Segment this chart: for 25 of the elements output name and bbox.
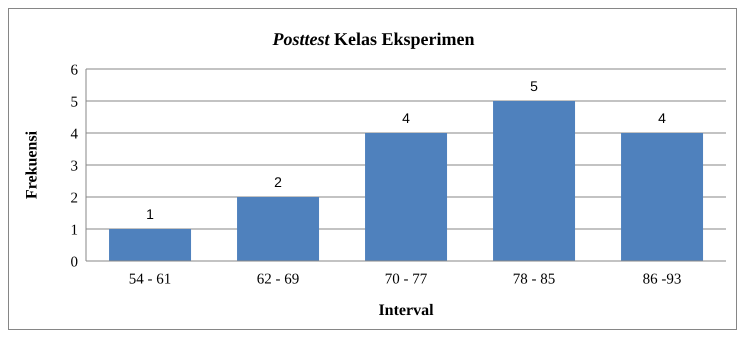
chart-title: Posttest Kelas Eksperimen (271, 29, 476, 50)
x-axis-title: Interval (378, 302, 434, 319)
y-tick-label: 2 (70, 190, 78, 206)
y-tick-label: 6 (70, 62, 78, 78)
bar (493, 101, 576, 261)
data-label: 2 (274, 174, 282, 190)
bar (621, 133, 704, 261)
y-tick-label: 1 (70, 222, 78, 238)
x-tick-label: 78 - 85 (512, 272, 556, 288)
data-label: 4 (658, 110, 666, 126)
y-tick-label: 5 (70, 94, 78, 110)
x-tick-label: 62 - 69 (256, 272, 300, 288)
bar (237, 197, 320, 261)
bar (109, 229, 192, 261)
bar (365, 133, 448, 261)
y-tick-label: 0 (70, 254, 78, 270)
x-tick-label: 86 -93 (642, 272, 682, 288)
data-label: 1 (146, 206, 154, 222)
y-tick-label: 3 (70, 158, 78, 174)
y-tick-label: 4 (70, 126, 78, 142)
x-tick-label: 70 - 77 (384, 272, 428, 288)
data-label: 4 (402, 110, 410, 126)
data-label: 5 (530, 78, 538, 94)
y-axis-title: Frekuensi (24, 130, 41, 200)
x-tick-label: 54 - 61 (128, 272, 172, 288)
